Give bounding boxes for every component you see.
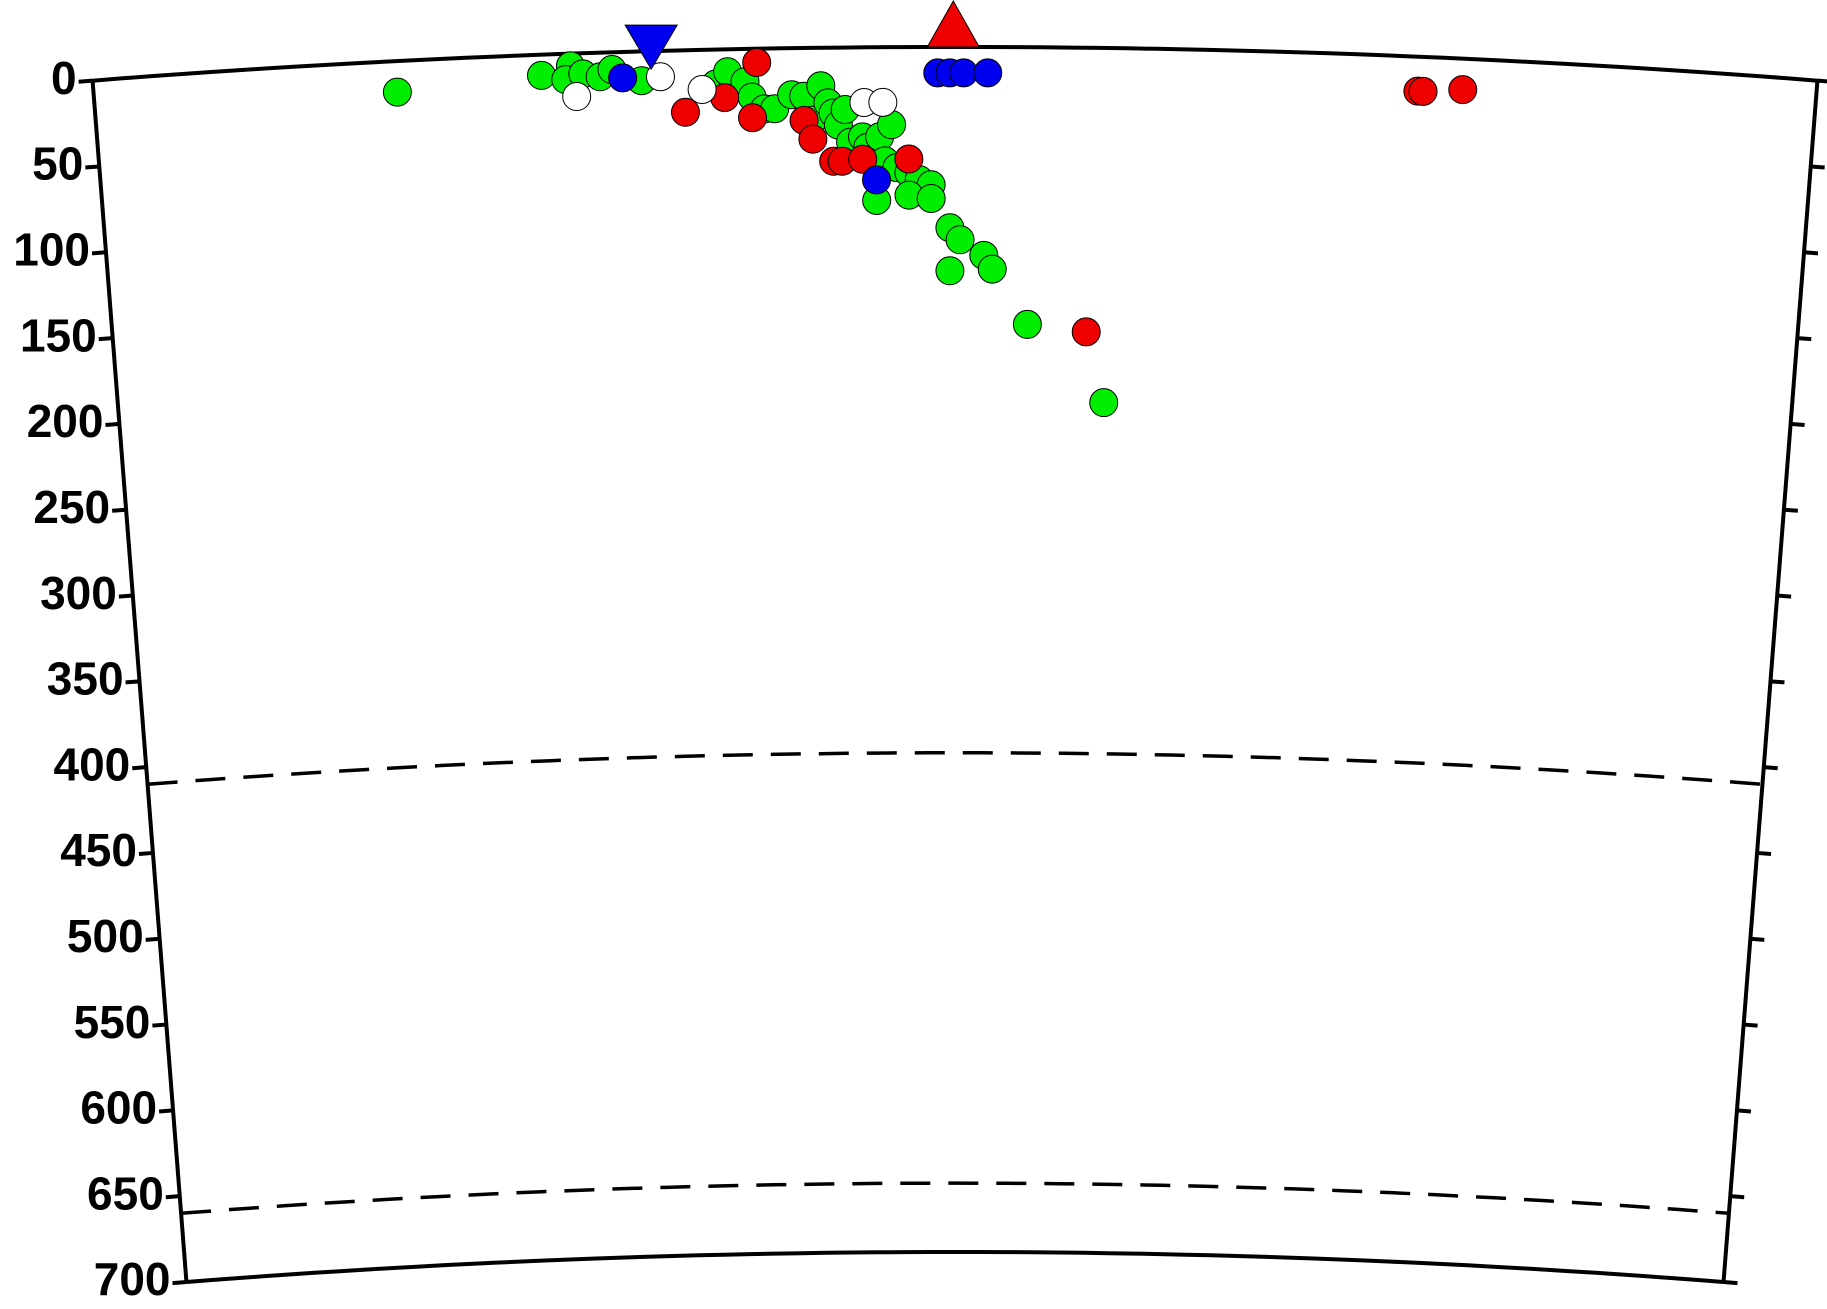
event-point: [1012, 309, 1042, 339]
y-tick: [125, 679, 140, 685]
reference-depth-line: [180, 1181, 1730, 1216]
y-tick: [145, 936, 160, 942]
y-tick-label: 500: [67, 910, 144, 962]
side-edge: [90, 80, 189, 1283]
event-point: [645, 62, 675, 92]
event-point: [973, 58, 1003, 88]
event-point: [670, 97, 700, 127]
y-tick: [158, 1108, 174, 1114]
y-tick: [1810, 164, 1825, 170]
y-tick: [105, 421, 120, 427]
y-tick-label: 50: [32, 138, 83, 190]
y-tick-label: 550: [74, 996, 151, 1048]
y-tick: [111, 507, 127, 513]
event-point: [848, 144, 878, 174]
y-tick: [1750, 936, 1765, 942]
y-tick-label: 700: [94, 1253, 171, 1305]
y-tick: [1730, 1194, 1745, 1200]
y-tick: [1743, 1022, 1758, 1028]
event-point: [935, 256, 965, 286]
y-tick-label: 250: [33, 481, 110, 533]
y-tick: [138, 850, 154, 857]
y-tick-label: 600: [80, 1082, 157, 1134]
y-tick-label: 650: [87, 1167, 164, 1219]
event-point: [1408, 76, 1438, 106]
y-tick-label: 350: [47, 653, 124, 705]
event-point: [608, 63, 638, 93]
y-tick: [1756, 850, 1772, 857]
event-point: [1448, 75, 1478, 105]
y-tick-label: 300: [40, 567, 117, 619]
y-tick: [85, 164, 100, 170]
y-tick: [1763, 765, 1778, 771]
y-tick: [91, 250, 107, 256]
y-tick: [1797, 336, 1812, 342]
event-point: [562, 82, 592, 112]
y-tick: [165, 1194, 180, 1200]
y-tick: [1777, 593, 1792, 599]
event-point: [945, 225, 975, 255]
reference-depth-line: [147, 751, 1763, 787]
event-point: [1071, 317, 1101, 347]
y-tick: [152, 1022, 167, 1028]
y-tick: [1817, 78, 1827, 84]
y-tick-label: 150: [20, 309, 97, 361]
y-tick-label: 400: [54, 738, 131, 790]
y-tick: [1736, 1108, 1752, 1114]
event-point: [868, 87, 898, 117]
y-tick: [1723, 1279, 1738, 1286]
y-tick: [1803, 250, 1819, 256]
y-tick: [1790, 421, 1805, 427]
y-tick-label: 200: [27, 395, 104, 447]
event-point: [742, 48, 772, 78]
y-tick: [132, 765, 147, 771]
event-point: [1089, 388, 1119, 418]
event-point: [382, 77, 412, 107]
y-tick: [98, 336, 113, 342]
y-tick: [118, 593, 133, 599]
y-tick: [1770, 679, 1785, 685]
event-point: [798, 124, 828, 154]
event-point: [687, 74, 717, 104]
y-tick: [172, 1279, 187, 1286]
event-point: [894, 144, 924, 174]
y-tick-label: 100: [13, 224, 90, 276]
event-point: [738, 103, 768, 133]
volcano-marker: [926, 0, 981, 48]
event-point: [916, 184, 946, 214]
y-tick: [1783, 507, 1799, 513]
event-point: [526, 60, 556, 90]
event-point: [862, 165, 892, 195]
y-tick: [78, 78, 93, 84]
y-tick-label: 0: [51, 52, 77, 104]
station-marker: [624, 24, 679, 71]
side-edge: [1721, 80, 1820, 1283]
bottom-arc: [186, 1250, 1724, 1284]
event-point: [977, 254, 1007, 284]
y-tick-label: 450: [60, 824, 137, 876]
